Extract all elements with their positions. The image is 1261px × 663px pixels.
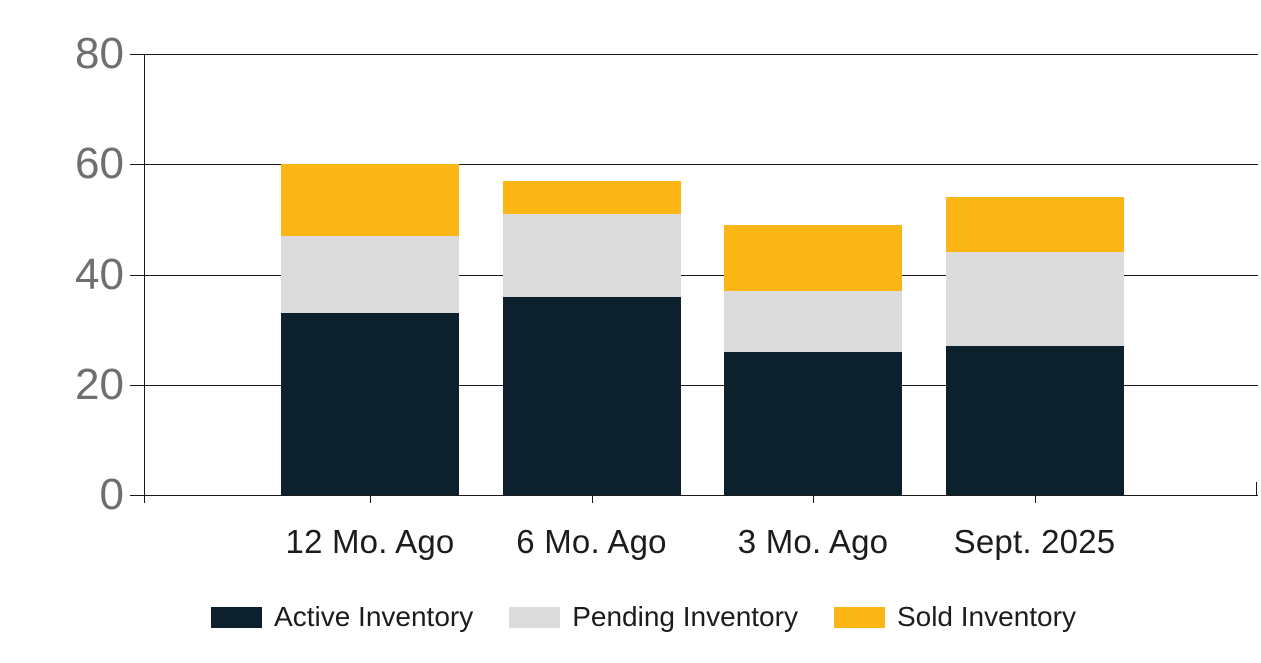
gridline-y-80 xyxy=(145,54,1258,55)
axis-right-tick xyxy=(1256,482,1257,495)
plot-area xyxy=(130,54,1258,503)
y-axis-label-40: 40 xyxy=(75,249,124,299)
legend-swatch-sold-inventory xyxy=(833,606,885,628)
gridline-y-60 xyxy=(145,164,1258,166)
bar-segment-sold-inventory xyxy=(945,197,1124,253)
y-axis-label-20: 20 xyxy=(75,359,124,409)
legend-swatch-active-inventory xyxy=(211,606,263,628)
bar-sept-2025 xyxy=(945,197,1124,495)
bar-6-mo-ago xyxy=(502,180,681,495)
x-axis-label-1: 12 Mo. Ago xyxy=(285,523,455,560)
x-tick-3 xyxy=(813,495,814,503)
legend-item-active-inventory: Active Inventory xyxy=(211,601,473,633)
bar-segment-pending-inventory xyxy=(502,213,681,297)
gridline-y-0 xyxy=(145,495,1258,496)
bar-segment-pending-inventory xyxy=(281,235,459,314)
bar-12-mo-ago xyxy=(281,164,459,495)
legend-item-sold-inventory: Sold Inventory xyxy=(833,601,1076,633)
legend-label-pending-inventory: Pending Inventory xyxy=(572,601,798,632)
x-tick-4 xyxy=(1034,495,1036,503)
y-axis-line xyxy=(144,54,145,503)
gridline-y-40 xyxy=(145,274,1258,276)
bar-segment-sold-inventory xyxy=(724,224,902,292)
y-tick-20 xyxy=(130,384,145,386)
bar-segment-pending-inventory xyxy=(945,252,1124,347)
y-tick-80 xyxy=(130,54,145,55)
legend-label-sold-inventory: Sold Inventory xyxy=(896,601,1076,632)
bar-segment-active-inventory xyxy=(281,313,459,495)
bar-segment-sold-inventory xyxy=(281,164,459,236)
x-axis-label-2: 6 Mo. Ago xyxy=(516,523,667,560)
bar-segment-active-inventory xyxy=(945,346,1124,495)
bar-segment-sold-inventory xyxy=(502,180,681,214)
bar-segment-pending-inventory xyxy=(724,291,902,352)
gridline-y-20 xyxy=(145,384,1258,386)
x-axis-label-4: Sept. 2025 xyxy=(953,523,1116,560)
legend: Active Inventory Pending Inventory Sold In… xyxy=(26,601,1261,633)
legend-item-pending-inventory: Pending Inventory xyxy=(509,601,798,633)
y-tick-40 xyxy=(130,274,145,276)
y-axis-label-60: 60 xyxy=(75,139,124,189)
x-tick-2 xyxy=(591,495,593,503)
bar-3-mo-ago xyxy=(724,224,902,495)
y-axis-label-0: 0 xyxy=(99,470,124,519)
legend-swatch-pending-inventory xyxy=(509,606,561,628)
bar-segment-active-inventory xyxy=(502,296,681,495)
x-tick-1 xyxy=(370,495,371,503)
y-tick-0 xyxy=(130,495,145,496)
x-axis-label-3: 3 Mo. Ago xyxy=(737,523,889,560)
y-tick-60 xyxy=(130,164,145,166)
legend-label-active-inventory: Active Inventory xyxy=(274,601,474,632)
y-axis-label-80: 80 xyxy=(75,29,124,78)
bar-segment-active-inventory xyxy=(724,351,902,495)
